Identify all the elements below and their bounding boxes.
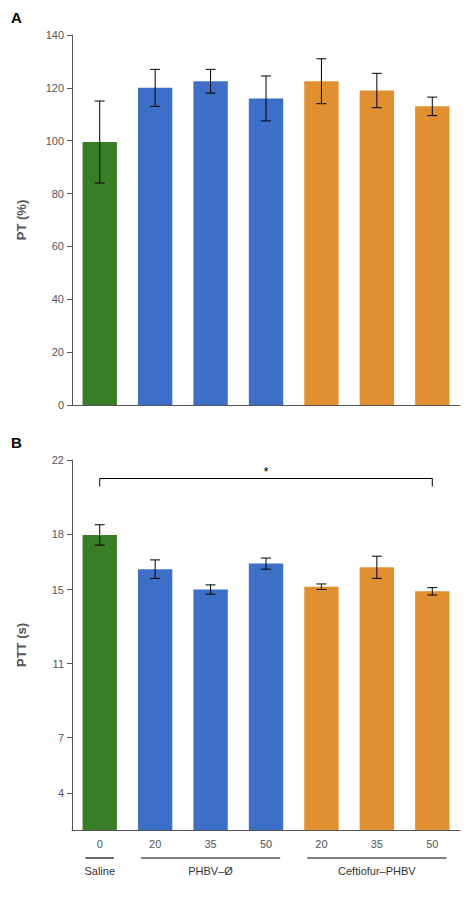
- svg-text:PT (%): PT (%): [14, 200, 29, 240]
- svg-text:PHBV–Ø: PHBV–Ø: [188, 865, 233, 877]
- svg-text:140: 140: [46, 29, 64, 41]
- svg-text:11: 11: [53, 658, 64, 670]
- svg-text:120: 120: [46, 82, 64, 94]
- svg-text:A: A: [11, 9, 22, 26]
- svg-text:35: 35: [371, 838, 383, 850]
- svg-text:4: 4: [58, 787, 64, 799]
- svg-text:50: 50: [426, 838, 438, 850]
- svg-text:Saline: Saline: [84, 865, 115, 877]
- svg-text:7: 7: [58, 732, 64, 744]
- svg-text:100: 100: [46, 135, 64, 147]
- svg-text:80: 80: [52, 188, 64, 200]
- svg-text:40: 40: [52, 293, 64, 305]
- svg-text:60: 60: [52, 240, 64, 252]
- svg-text:*: *: [263, 464, 268, 479]
- svg-text:50: 50: [260, 838, 272, 850]
- svg-text:PTT (s): PTT (s): [14, 623, 29, 667]
- svg-text:20: 20: [315, 838, 327, 850]
- svg-text:Ceftiofur–PHBV: Ceftiofur–PHBV: [338, 865, 416, 877]
- svg-text:35: 35: [204, 838, 216, 850]
- svg-text:B: B: [11, 434, 22, 451]
- svg-text:15: 15: [52, 584, 64, 596]
- svg-text:18: 18: [52, 528, 64, 540]
- svg-text:22: 22: [52, 454, 64, 466]
- svg-text:20: 20: [149, 838, 161, 850]
- svg-text:0: 0: [58, 399, 64, 411]
- svg-text:20: 20: [52, 346, 64, 358]
- svg-text:0: 0: [97, 838, 103, 850]
